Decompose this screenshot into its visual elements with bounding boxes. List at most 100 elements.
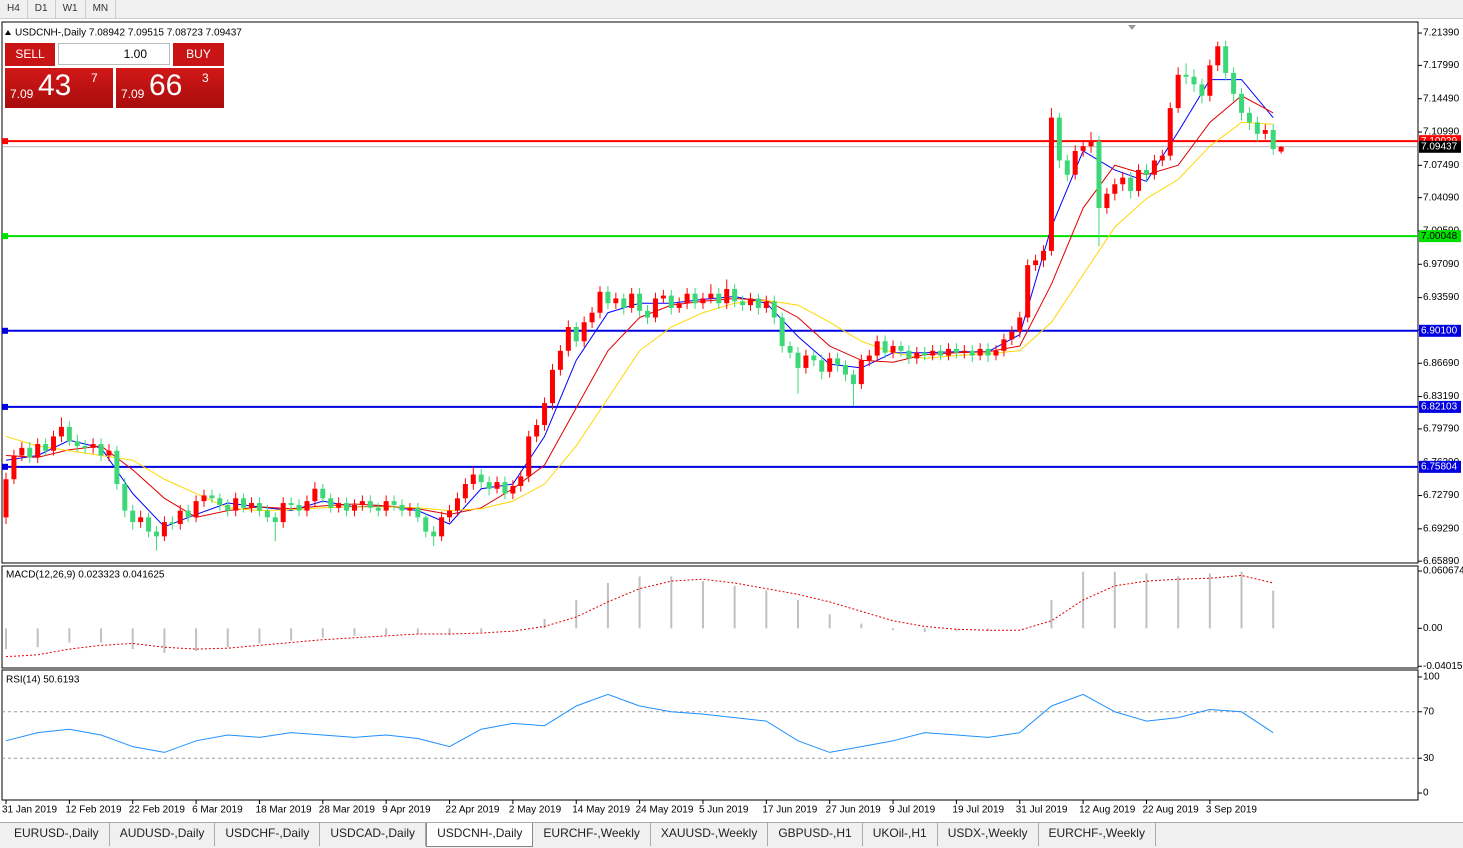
candle-body — [565, 326, 571, 351]
candle-body — [264, 510, 270, 518]
candle-body — [1159, 155, 1165, 161]
candle-body — [256, 503, 262, 511]
candle-body — [272, 517, 278, 523]
candle-body — [953, 348, 959, 353]
candle-body — [447, 510, 453, 518]
candle-body — [898, 346, 904, 351]
y-tick-label: 6.72790 — [1423, 490, 1460, 501]
candle-body — [1112, 184, 1118, 194]
x-tick-label: 14 May 2019 — [572, 805, 630, 816]
chart-tabs: EURUSD-,Daily AUDUSD-,Daily USDCHF-,Daily U… — [0, 822, 1463, 848]
candle-body — [359, 501, 365, 505]
candle-body — [462, 484, 468, 499]
candle-body — [51, 436, 57, 451]
y-tick-label: 6.69290 — [1423, 523, 1460, 534]
moving-average — [5, 121, 1274, 512]
candle-body — [1199, 84, 1205, 96]
ask-price[interactable]: 7.09 66 3 — [116, 68, 224, 108]
candle-body — [193, 501, 199, 518]
candle-body — [945, 348, 951, 356]
chart-tab[interactable]: UKOil-,H1 — [863, 823, 938, 846]
candle-body — [336, 503, 342, 508]
macd-signal — [5, 574, 1274, 658]
candle-body — [439, 517, 445, 537]
candle-body — [1254, 122, 1260, 134]
candle-body — [938, 350, 944, 356]
candle-body — [906, 350, 912, 359]
candle-body — [106, 450, 112, 456]
chart-tab[interactable]: EURCHF-,Weekly — [1039, 823, 1156, 846]
buy-button[interactable]: BUY — [173, 43, 224, 66]
candle-body — [763, 301, 769, 308]
candle-body — [1191, 76, 1197, 85]
candle-body — [977, 348, 983, 356]
chart-tab[interactable]: AUDUSD-,Daily — [110, 823, 216, 846]
candle-body — [660, 295, 666, 299]
chart: USDCNH-,Daily 7.08942 7.09515 7.08723 7.… — [1, 21, 1463, 816]
x-tick-label: 12 Feb 2019 — [65, 805, 122, 816]
candle-body — [779, 317, 785, 347]
candle-body — [1246, 112, 1252, 123]
candle-body — [755, 298, 761, 308]
rsi-line — [5, 693, 1274, 753]
candle-body — [502, 482, 508, 494]
y-tick-label: 100 — [1423, 672, 1440, 683]
candle-body — [1128, 177, 1134, 191]
chart-tab[interactable]: USDCAD-,Daily — [320, 823, 427, 846]
candle-body — [249, 503, 255, 508]
candle-body — [621, 298, 627, 308]
timeframe-toolbar: H4 D1 W1 MN — [0, 0, 1463, 19]
candle-body — [233, 498, 239, 511]
chart-tab[interactable]: EURCHF-,Weekly — [533, 823, 651, 846]
candle-body — [1183, 74, 1189, 77]
candle-body — [1231, 72, 1237, 94]
candle-body — [1207, 65, 1213, 96]
x-tick-label: 12 Aug 2019 — [1079, 805, 1136, 816]
candle-body — [383, 501, 389, 511]
x-tick-label: 2 May 2019 — [509, 805, 562, 816]
candle-body — [1056, 117, 1062, 161]
y-tick-label: 7.14490 — [1423, 93, 1460, 104]
y-tick-label: 30 — [1423, 753, 1435, 764]
candle-body — [549, 369, 555, 404]
rsi-title: RSI(14) 50.6193 — [6, 675, 80, 686]
sell-button[interactable]: SELL — [5, 43, 55, 66]
candle-body — [914, 352, 920, 359]
timeframe-button[interactable]: D1 — [28, 0, 56, 18]
timeframe-button[interactable]: MN — [86, 0, 117, 18]
line-handle — [2, 233, 8, 240]
candle-body — [811, 355, 817, 361]
y-tick-label: 0.00 — [1423, 623, 1443, 634]
current-price-box — [1419, 140, 1461, 153]
line-handle — [2, 463, 8, 470]
macd-title: MACD(12,26,9) 0.023323 0.041625 — [6, 570, 165, 581]
candle-body — [1143, 169, 1149, 175]
chart-tab[interactable]: USDX-,Weekly — [938, 823, 1039, 846]
candle-body — [98, 444, 104, 456]
timeframe-button[interactable]: H4 — [0, 0, 28, 18]
chart-tab[interactable]: GBPUSD-,H1 — [768, 823, 863, 846]
chart-tab[interactable]: USDCHF-,Daily — [215, 823, 321, 846]
chart-tab[interactable]: USDCNH-,Daily — [426, 823, 534, 847]
candle-body — [740, 301, 746, 306]
moving-average — [5, 95, 1274, 518]
candle-body — [1088, 141, 1094, 147]
chart-tab[interactable]: XAUUSD-,Weekly — [651, 823, 769, 846]
candle-body — [993, 350, 999, 356]
candle-body — [1033, 260, 1039, 266]
bid-price[interactable]: 7.09 43 7 — [5, 68, 113, 108]
candle-body — [985, 348, 991, 356]
candle-body — [542, 403, 548, 426]
candle-body — [344, 503, 350, 511]
chart-tab[interactable]: EURUSD-,Daily — [4, 823, 110, 846]
bid-pip: 7 — [91, 71, 98, 85]
candle-body — [866, 355, 872, 361]
candle-body — [692, 293, 698, 304]
x-tick-label: 22 Aug 2019 — [1142, 805, 1199, 816]
x-tick-label: 18 Mar 2019 — [255, 805, 312, 816]
candle-body — [637, 293, 643, 311]
candle-body — [201, 495, 207, 502]
lot-input[interactable]: 1.00 — [58, 43, 170, 65]
timeframe-button[interactable]: W1 — [56, 0, 86, 18]
